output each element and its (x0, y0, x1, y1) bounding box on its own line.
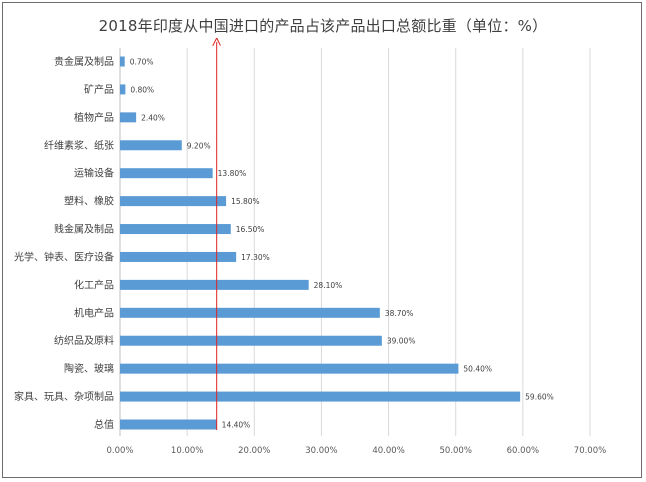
category-label: 贵金属及制品 (54, 55, 114, 68)
x-tick-label: 70.00% (574, 446, 606, 456)
data-label: 50.40% (463, 365, 492, 374)
data-label: 0.80% (130, 85, 154, 94)
category-label: 矿产品 (84, 83, 114, 96)
bar (120, 224, 231, 235)
chart-title: 2018年印度从中国进口的产品占该产品出口总额比重（单位：%） (98, 17, 548, 35)
x-tick-label: 40.00% (372, 446, 404, 456)
category-label: 家具、玩具、杂项制品 (14, 390, 114, 403)
bar (120, 56, 125, 67)
gridlines (119, 48, 591, 436)
data-label: 0.70% (130, 58, 154, 67)
data-label: 2.40% (141, 113, 165, 122)
category-label: 光学、钟表、医疗设备 (14, 250, 114, 263)
x-tick-label: 0.00% (106, 446, 133, 456)
bar (120, 84, 126, 95)
x-tick-label: 60.00% (507, 446, 539, 456)
x-tick-label: 30.00% (305, 446, 337, 456)
data-label: 59.60% (525, 393, 554, 402)
data-label: 15.80% (231, 197, 260, 206)
category-label: 运输设备 (74, 167, 114, 180)
category-label: 陶瓷、玻璃 (64, 362, 114, 375)
data-label: 9.20% (187, 141, 211, 150)
bar (120, 140, 182, 151)
bar (120, 279, 309, 290)
category-label: 植物产品 (74, 111, 114, 124)
bar (120, 363, 459, 374)
data-label: 16.50% (236, 225, 265, 234)
category-label: 总值 (94, 418, 114, 431)
category-label: 化工产品 (74, 278, 114, 291)
bar (120, 168, 213, 179)
category-label: 贱金属及制品 (54, 223, 114, 236)
x-tick-label: 20.00% (238, 446, 270, 456)
data-label: 13.80% (218, 169, 247, 178)
bar (120, 307, 380, 318)
data-label: 28.10% (314, 281, 343, 290)
x-tick-label: 50.00% (440, 446, 472, 456)
bar (120, 196, 227, 207)
category-label: 塑料、橡胶 (64, 195, 114, 208)
x-tick-label: 10.00% (171, 446, 203, 456)
category-label: 纤维素浆、纸张 (44, 139, 114, 152)
bar (120, 419, 217, 430)
labels: 0.00% 10.00% 20.00% 30.00% 40.00% 50.00% 60.00… (14, 42, 606, 456)
bars (120, 56, 521, 430)
bar (120, 335, 382, 346)
category-label: 机电产品 (74, 306, 114, 319)
bar (120, 251, 237, 262)
data-label: 17.30% (241, 253, 270, 262)
bar (120, 112, 137, 123)
category-label: 纺织品及原料 (54, 334, 114, 347)
data-label: 14.40% (222, 421, 251, 430)
bar (120, 391, 521, 402)
data-label: 39.00% (387, 337, 416, 346)
data-label: 38.70% (385, 309, 414, 318)
